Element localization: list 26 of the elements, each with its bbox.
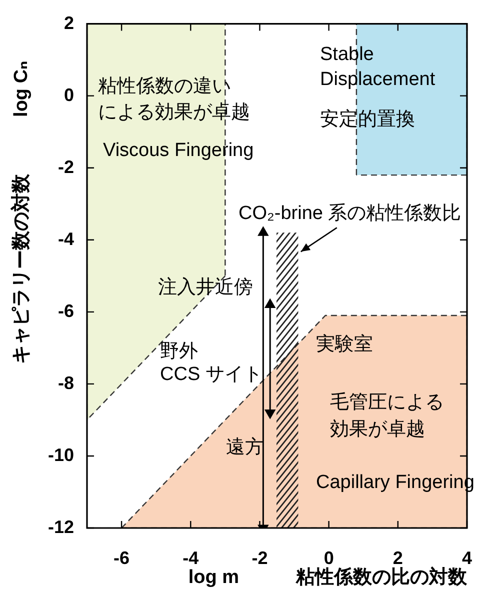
y-tick-label: 2 [64, 12, 74, 33]
text: CO₂-brine 系の粘性係数比 [238, 202, 462, 224]
y-tick-label: -6 [58, 300, 74, 321]
x-tick-label: 2 [392, 548, 403, 568]
x-tick-label: -2 [252, 548, 268, 568]
annotation: Viscous Fingering [103, 140, 254, 162]
x-axis-title: log m 粘性係数の比の対数 [188, 566, 468, 588]
y-tick-label: -8 [58, 372, 74, 393]
annotation: 実験室 [316, 333, 373, 356]
annotation: Stable Displacement [320, 44, 436, 90]
y-tick-label: -4 [58, 228, 74, 249]
annotation: 粘性係数の違いによる効果が卓越 [98, 76, 250, 124]
x-tick-label: 0 [324, 548, 334, 568]
x-tick-label: -6 [114, 548, 130, 568]
annotation: 遠方 [226, 436, 264, 458]
annotation: 注入井近傍 [158, 276, 253, 298]
x-tick-label: -4 [182, 548, 199, 568]
y-tick-label: -12 [48, 516, 74, 537]
y-axis-title: キャピラリー数の対数 log Cₙ [10, 60, 32, 364]
annotation: 野外 CCS サイト [160, 341, 262, 386]
x-tick-label: 4 [462, 548, 472, 568]
y-tick-label: -10 [48, 444, 74, 465]
annotation: 安定的置換 [320, 108, 415, 130]
y-tick-label: -2 [58, 156, 74, 177]
y-tick-label: 0 [64, 84, 74, 105]
annotation: 毛管圧による効果が卓越 [330, 392, 444, 440]
